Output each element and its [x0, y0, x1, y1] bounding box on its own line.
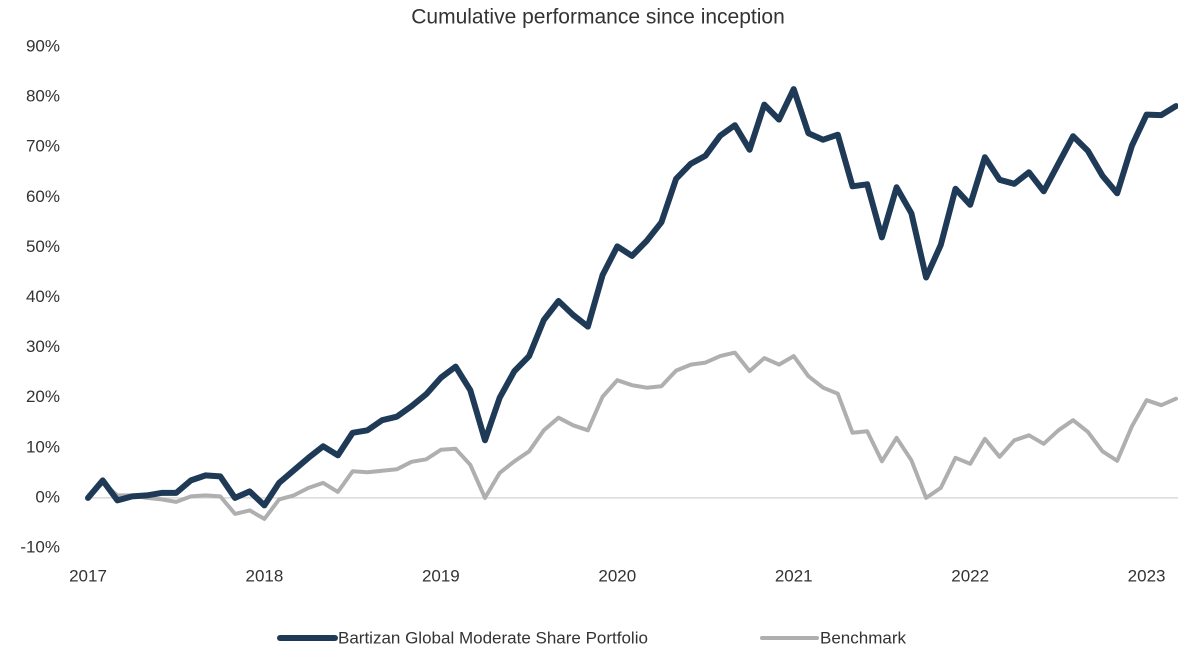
x-tick-label: 2021 [775, 566, 813, 585]
legend-label: Bartizan Global Moderate Share Portfolio [338, 628, 648, 647]
y-tick-label: 90% [26, 36, 60, 55]
x-tick-label: 2017 [69, 566, 107, 585]
x-tick-label: 2020 [598, 566, 636, 585]
series-line [85, 86, 1178, 509]
x-tick-label: 2018 [246, 566, 284, 585]
legend-label: Benchmark [820, 628, 906, 647]
y-tick-label: 50% [26, 237, 60, 256]
y-tick-label: 80% [26, 87, 60, 106]
x-tick-label: 2023 [1128, 566, 1166, 585]
y-tick-label: 70% [26, 137, 60, 156]
y-tick-label: 40% [26, 287, 60, 306]
y-tick-label: 30% [26, 337, 60, 356]
y-tick-label: 20% [26, 387, 60, 406]
series-line [86, 350, 1178, 521]
x-tick-label: 2019 [422, 566, 460, 585]
y-tick-label: 10% [26, 437, 60, 456]
x-tick-label: 2022 [951, 566, 989, 585]
y-tick-label: 60% [26, 187, 60, 206]
chart-title: Cumulative performance since inception [411, 6, 785, 29]
y-tick-label: 0% [35, 487, 60, 506]
y-tick-label: -10% [20, 537, 60, 556]
